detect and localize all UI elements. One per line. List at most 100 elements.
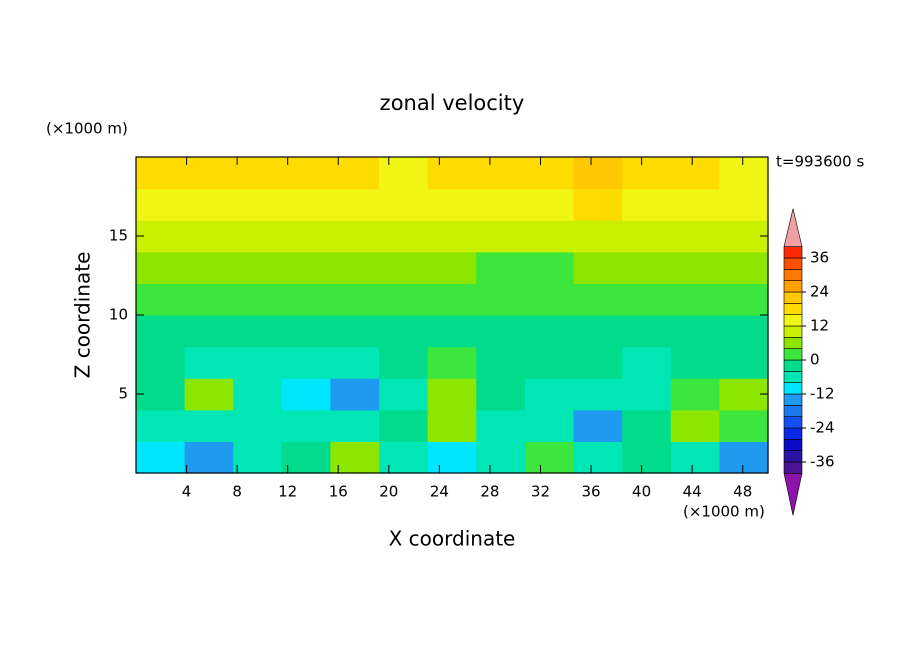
field-cell: [622, 283, 672, 316]
field-cell: [622, 441, 672, 474]
field-cell: [476, 346, 526, 379]
field-cell: [233, 220, 283, 253]
colorbar-box: [783, 246, 803, 259]
field-cell: [524, 441, 575, 474]
field-cell: [330, 378, 380, 411]
field-cell: [524, 409, 575, 442]
field-cell: [719, 283, 769, 316]
colorbar-box: [783, 291, 803, 304]
field-cell: [719, 315, 769, 348]
field-cell: [427, 378, 477, 411]
field-cell: [136, 157, 186, 190]
colorbar-tick-label: -12: [810, 385, 835, 403]
field-cell: [379, 409, 429, 442]
field-cell: [184, 220, 234, 253]
field-cell: [379, 157, 429, 190]
y-unit: (×1000 m): [46, 120, 128, 138]
field-cell: [136, 346, 186, 379]
x-tick-label: 20: [379, 483, 398, 501]
field-cell: [524, 346, 575, 379]
field-cell: [427, 251, 477, 284]
x-tick-label: 8: [232, 483, 242, 501]
colorbar-box: [783, 416, 803, 429]
field-cell: [427, 409, 477, 442]
field-cell: [379, 220, 429, 253]
field-cell: [233, 283, 283, 316]
field-cell: [330, 283, 380, 316]
field-cell: [184, 188, 234, 221]
field-cell: [379, 251, 429, 284]
field-cell: [330, 409, 380, 442]
colorbar-box: [783, 382, 803, 395]
field-cell: [524, 378, 575, 411]
field-cell: [427, 315, 477, 348]
field-cell: [184, 251, 234, 284]
field-cell: [622, 157, 672, 190]
colorbar-box: [783, 371, 803, 383]
field-cell: [476, 220, 526, 253]
colorbar-tick-label: 24: [810, 283, 829, 301]
field-cell: [136, 441, 186, 474]
field-cell: [622, 409, 672, 442]
field-cell: [670, 220, 720, 253]
field-cell: [573, 188, 623, 221]
field-cell: [184, 157, 234, 190]
field-cell: [622, 315, 672, 348]
field-cell: [670, 251, 720, 284]
field-cell: [573, 378, 623, 411]
colorbar-box: [783, 269, 803, 281]
field-cell: [136, 188, 186, 221]
field-cell: [233, 441, 283, 474]
field-cell: [476, 378, 526, 411]
field-cell: [476, 315, 526, 348]
field-cell: [573, 220, 623, 253]
field-cell: [281, 346, 332, 379]
field-cell: [136, 409, 186, 442]
field-cell: [184, 283, 234, 316]
colorbar-box: [783, 280, 803, 293]
field-cell: [184, 315, 234, 348]
field-cell: [524, 220, 575, 253]
field-cell: [524, 157, 575, 190]
colorbar-box: [783, 257, 803, 270]
y-tick-label: 5: [118, 385, 128, 403]
field-cell: [670, 157, 720, 190]
field-cell: [136, 283, 186, 316]
field-cell: [330, 251, 380, 284]
y-tick-label: 10: [109, 306, 128, 324]
field-cell: [233, 346, 283, 379]
x-axis-label: X coordinate: [389, 527, 516, 551]
field-cell: [524, 283, 575, 316]
field-cell: [719, 251, 769, 284]
field-cell: [670, 315, 720, 348]
field-cell: [670, 378, 720, 411]
colorbar-box: [783, 427, 803, 440]
field-cell: [719, 157, 769, 190]
field-cell: [476, 283, 526, 316]
field-cell: [476, 157, 526, 190]
field-cell: [524, 188, 575, 221]
field-cell: [136, 220, 186, 253]
colorbar-over: [783, 208, 803, 247]
colorbar-under: [783, 473, 803, 516]
field-cell: [670, 441, 720, 474]
colorbar-tick-label: -24: [810, 419, 835, 437]
field-cell: [719, 441, 769, 474]
field-cell: [136, 251, 186, 284]
field-cell: [233, 409, 283, 442]
field-cell: [622, 251, 672, 284]
colorbar-box: [783, 337, 803, 349]
field-cell: [670, 346, 720, 379]
field-cell: [281, 220, 332, 253]
x-unit: (×1000 m): [683, 503, 765, 521]
y-tick-label: 15: [109, 227, 128, 245]
field-cell: [573, 251, 623, 284]
field-cell: [476, 188, 526, 221]
colorbar-box: [783, 393, 803, 406]
field-cell: [719, 346, 769, 379]
field-cell: [379, 315, 429, 348]
colorbar-box: [783, 314, 803, 327]
field-cell: [573, 346, 623, 379]
field-cell: [573, 157, 623, 190]
